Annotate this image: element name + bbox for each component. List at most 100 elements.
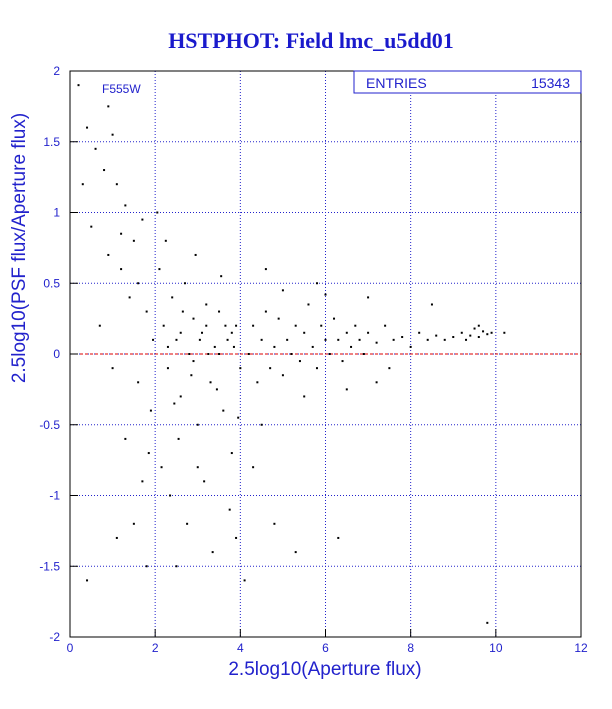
point (235, 324, 238, 327)
point (367, 331, 370, 334)
point (281, 289, 284, 292)
point (290, 353, 293, 355)
point (350, 345, 353, 348)
point (375, 341, 378, 344)
point (303, 395, 306, 398)
point (237, 416, 240, 419)
point (81, 183, 84, 186)
point (203, 480, 206, 483)
point (324, 293, 327, 296)
point (207, 353, 210, 355)
point (281, 374, 284, 377)
point (120, 232, 123, 235)
point (213, 345, 216, 348)
point (324, 338, 327, 341)
point (311, 345, 314, 348)
point (230, 331, 233, 334)
point (186, 522, 189, 525)
point (124, 204, 127, 207)
point (486, 333, 489, 336)
point (294, 324, 297, 327)
point (226, 338, 229, 341)
point (264, 268, 267, 271)
point (341, 360, 344, 363)
point (190, 374, 193, 377)
point (277, 317, 280, 320)
point (452, 336, 455, 339)
point (473, 327, 476, 330)
y-tick-label: 1 (53, 206, 60, 220)
point (137, 282, 140, 285)
point (201, 331, 204, 334)
point (256, 381, 259, 384)
point (166, 345, 169, 348)
point (298, 360, 301, 363)
point (247, 353, 250, 355)
point (152, 338, 155, 341)
x-tick-label: 2 (152, 641, 159, 655)
point (358, 338, 361, 341)
point (486, 621, 489, 624)
x-axis-label: 2.5log10(Aperture flux) (228, 659, 421, 680)
entries-label: ENTRIES (366, 75, 427, 91)
point (460, 331, 463, 334)
point (228, 508, 231, 511)
point (354, 324, 357, 327)
y-tick-label: 0 (53, 347, 60, 361)
point (183, 282, 186, 285)
point (98, 324, 101, 327)
point (145, 565, 148, 568)
point (111, 367, 114, 370)
point (196, 466, 199, 469)
point (230, 452, 233, 455)
point (315, 282, 318, 285)
point (169, 494, 172, 497)
point (218, 310, 221, 313)
point (215, 388, 218, 391)
point (443, 338, 446, 341)
point (337, 536, 340, 539)
point (333, 317, 336, 320)
point (252, 324, 255, 327)
y-tick-label: -1 (49, 489, 60, 503)
point (426, 338, 429, 341)
y-tick-label: -0.5 (39, 418, 60, 432)
point (179, 331, 182, 334)
point (367, 296, 370, 299)
point (243, 579, 246, 582)
point (132, 522, 135, 525)
point (166, 367, 169, 370)
point (107, 105, 110, 108)
point (181, 310, 184, 313)
chart-title: HSTPHOT: Field lmc_u5dd01 (168, 28, 454, 53)
point (286, 338, 289, 341)
point (124, 437, 127, 440)
point (211, 551, 214, 554)
y-tick-label: 2 (53, 64, 60, 78)
point (269, 367, 272, 370)
point (469, 334, 472, 337)
point (77, 84, 80, 87)
point (294, 551, 297, 554)
x-tick-label: 10 (489, 641, 503, 655)
point (192, 317, 195, 320)
point (418, 331, 421, 334)
point (362, 353, 365, 355)
point (235, 536, 238, 539)
annotation: F555W (102, 82, 141, 96)
point (196, 423, 199, 426)
point (115, 536, 118, 539)
point (273, 345, 276, 348)
point (401, 336, 404, 339)
y-axis-label: 2.5log10(PSF flux/Aperture flux) (9, 113, 30, 383)
point (273, 522, 276, 525)
point (145, 310, 148, 313)
point (315, 367, 318, 370)
point (115, 183, 118, 186)
point (260, 338, 263, 341)
point (375, 381, 378, 384)
point (171, 296, 174, 299)
point (430, 303, 433, 306)
point (345, 388, 348, 391)
